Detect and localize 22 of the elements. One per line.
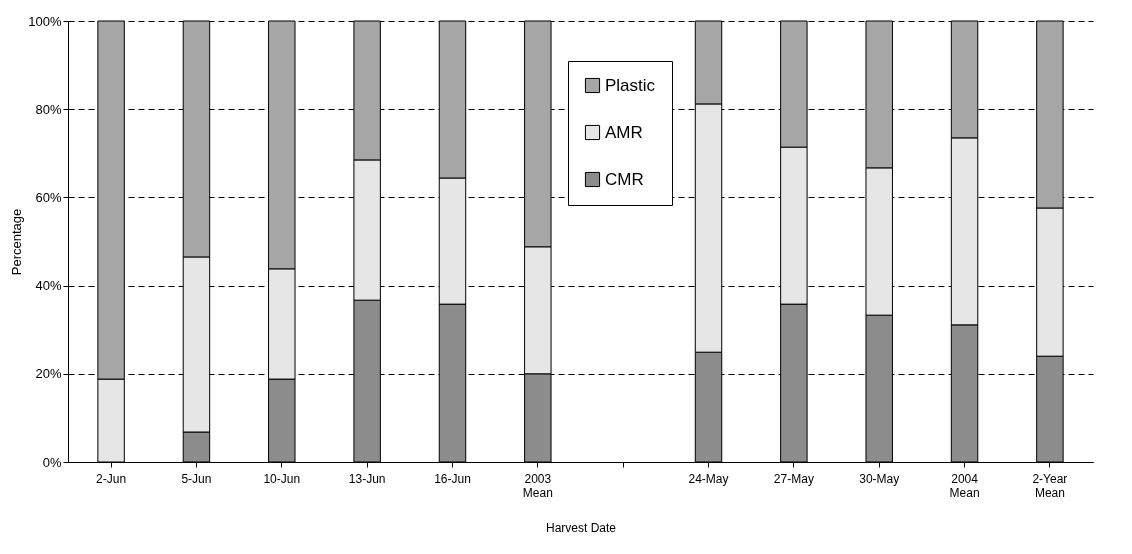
x-tick-label: 13-Jun xyxy=(348,471,386,486)
x-tick-label: 2003 Mean xyxy=(522,471,553,500)
y-tick-label: 20% xyxy=(35,366,62,382)
y-tick-label: 80% xyxy=(35,101,62,117)
y-tick-label: 60% xyxy=(35,189,62,205)
y-tick-label: 0% xyxy=(42,454,62,470)
y-tick-label: 100% xyxy=(28,13,62,29)
y-tick-label: 40% xyxy=(35,278,62,294)
x-tick-label: 24-May xyxy=(688,471,729,486)
x-tick-label: 10-Jun xyxy=(263,471,301,486)
x-tick-label: 30-May xyxy=(859,471,900,486)
legend-label: AMR xyxy=(605,122,643,142)
x-tick-label: 5-Jun xyxy=(181,471,212,486)
y-axis-title: Percentage xyxy=(9,208,25,276)
x-axis-title: Harvest Date xyxy=(545,520,617,535)
x-tick-label: 16-Jun xyxy=(434,471,471,486)
x-tick-label: 2-Year Mean xyxy=(1032,471,1068,500)
legend-label: Plastic xyxy=(605,75,656,95)
x-tick-label: 27-May xyxy=(773,471,814,486)
legend-label: CMR xyxy=(605,169,644,189)
x-tick-label: 2004 Mean xyxy=(949,471,980,500)
x-tick-label: 2-Jun xyxy=(96,471,127,486)
